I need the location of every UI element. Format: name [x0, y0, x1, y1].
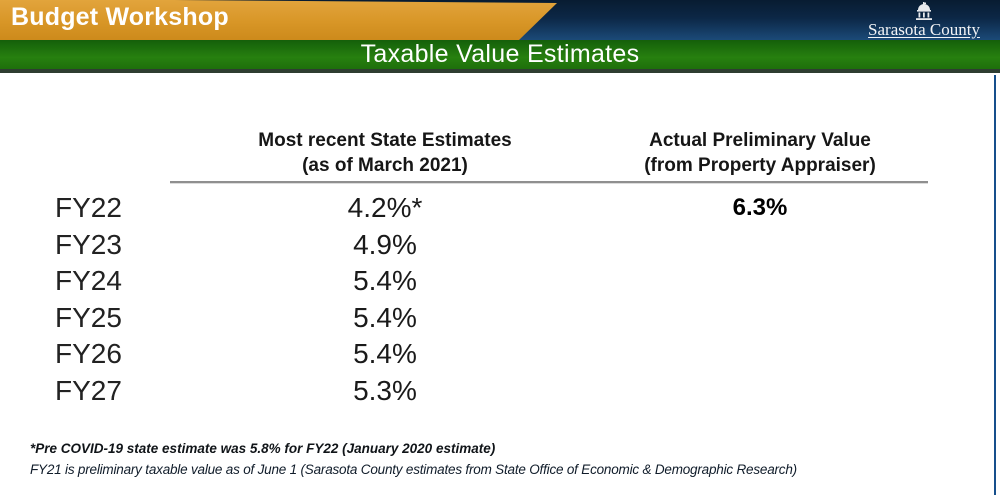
- fiscal-year-label: FY23: [55, 228, 122, 260]
- table-row: FY27 5.3%: [0, 373, 960, 410]
- green-banner: Taxable Value Estimates: [0, 40, 1000, 73]
- state-header-line2: (as of March 2021): [302, 155, 468, 176]
- fiscal-year-label: FY27: [55, 374, 122, 406]
- header-underline: [170, 181, 928, 184]
- state-estimate-value: 4.9%: [353, 228, 417, 260]
- column-header-state-estimates: Most recent State Estimates (as of March…: [170, 128, 600, 178]
- estimates-table: FY22 4.2%* 6.3% FY23 4.9% FY24 5.4% FY25…: [0, 190, 960, 409]
- state-header-line1: Most recent State Estimates: [258, 130, 512, 151]
- state-estimate-value: 5.4%: [353, 301, 417, 333]
- orange-ribbon: [0, 0, 557, 40]
- table-row: FY24 5.4%: [0, 263, 960, 300]
- table-row: FY22 4.2%* 6.3%: [0, 190, 960, 227]
- slide-title: Taxable Value Estimates: [360, 40, 640, 68]
- fiscal-year-label: FY24: [55, 265, 122, 297]
- courthouse-icon: [916, 2, 932, 20]
- workshop-title: Budget Workshop: [11, 3, 229, 31]
- column-header-actual-value: Actual Preliminary Value (from Property …: [600, 128, 920, 178]
- actual-preliminary-value: 6.3%: [732, 194, 788, 222]
- footnote-fy21: FY21 is preliminary taxable value as of …: [30, 462, 797, 477]
- actual-header-line2: (from Property Appraiser): [644, 155, 876, 176]
- footnote-pre-covid: *Pre COVID-19 state estimate was 5.8% fo…: [30, 441, 496, 456]
- table-row: FY25 5.4%: [0, 300, 960, 337]
- logo-wordmark: Sarasota County: [868, 20, 980, 39]
- state-estimate-value: 4.2%*: [347, 192, 423, 224]
- fiscal-year-label: FY25: [55, 301, 122, 333]
- table-row: FY23 4.9%: [0, 227, 960, 264]
- fiscal-year-label: FY22: [55, 192, 122, 224]
- table-row: FY26 5.4%: [0, 336, 960, 373]
- slide-right-border: [994, 75, 996, 495]
- state-estimate-value: 5.3%: [353, 374, 417, 406]
- sarasota-county-logo: Sarasota County: [854, 2, 994, 40]
- fiscal-year-label: FY26: [55, 338, 122, 370]
- state-estimate-value: 5.4%: [353, 338, 417, 370]
- state-estimate-value: 5.4%: [353, 265, 417, 297]
- actual-header-line1: Actual Preliminary Value: [649, 130, 871, 151]
